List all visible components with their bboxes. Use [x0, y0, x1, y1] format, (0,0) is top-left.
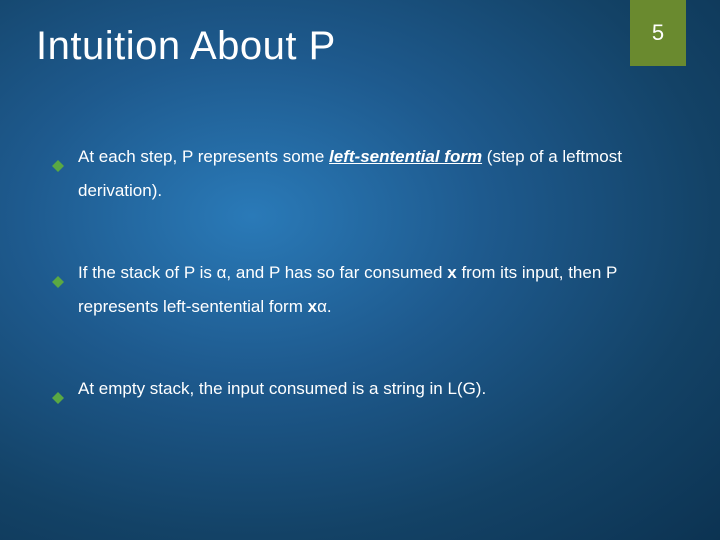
bullet-text: At empty stack, the input consumed is a … — [78, 372, 660, 406]
page-number-badge: 5 — [630, 0, 686, 66]
diamond-icon — [52, 382, 64, 416]
bullet-text: If the stack of P is α, and P has so far… — [78, 256, 660, 324]
diamond-icon — [52, 150, 64, 184]
slide: Intuition About P 5 At each step, P repr… — [0, 0, 720, 540]
slide-title: Intuition About P — [36, 24, 336, 69]
slide-content: At each step, P represents some left-sen… — [52, 140, 660, 464]
bullet-item: At empty stack, the input consumed is a … — [52, 372, 660, 416]
diamond-icon — [52, 266, 64, 300]
bullet-text: At each step, P represents some left-sen… — [78, 140, 660, 208]
page-number: 5 — [652, 20, 664, 46]
bullet-item: At each step, P represents some left-sen… — [52, 140, 660, 208]
bullet-item: If the stack of P is α, and P has so far… — [52, 256, 660, 324]
